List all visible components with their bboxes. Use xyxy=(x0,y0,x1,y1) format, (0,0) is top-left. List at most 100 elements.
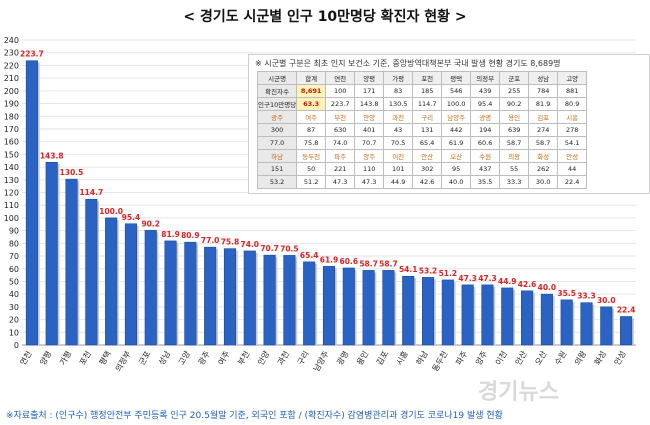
data-label: 54.1 xyxy=(399,265,418,274)
y-tick-label: 10 xyxy=(9,328,19,337)
summary-table-cell: 300 xyxy=(256,123,298,137)
summary-table-cell: 101 xyxy=(383,162,414,176)
summary-table-cell: 53.2 xyxy=(256,175,298,189)
bar xyxy=(85,198,98,346)
summary-table-cell: 90.2 xyxy=(499,97,530,111)
y-tick-label: 220 xyxy=(4,61,19,70)
summary-table-cell: 파주 xyxy=(325,149,356,163)
x-tick-label: 파주 xyxy=(454,350,469,367)
bar xyxy=(184,241,197,346)
x-tick-label: 부천 xyxy=(235,349,251,367)
summary-table-cell: 50 xyxy=(296,162,327,176)
x-tick-label: 동두천 xyxy=(430,349,450,373)
summary-table-cell: 274 xyxy=(528,123,559,137)
summary-table-cell: 남양주 xyxy=(441,110,472,124)
bar xyxy=(481,284,494,346)
y-tick-label: 170 xyxy=(4,125,19,134)
summary-table-cell: 262 xyxy=(528,162,559,176)
summary-table-cell: 이천 xyxy=(383,149,414,163)
summary-table-cell: 63.3 xyxy=(296,97,327,111)
x-tick-label: 광명 xyxy=(335,349,351,367)
x-tick-label: 이천 xyxy=(493,349,509,367)
summary-table-cell: 동두천 xyxy=(296,149,327,163)
summary-table-cell: 51.2 xyxy=(296,175,327,189)
summary-table-cell: 시흥 xyxy=(557,110,588,124)
bar xyxy=(560,299,573,346)
bar xyxy=(342,267,355,346)
summary-table-cell: 58.7 xyxy=(499,136,530,150)
summary-table-cell: 고양 xyxy=(557,71,588,85)
x-tick-label: 양평 xyxy=(37,349,53,367)
y-tick-label: 190 xyxy=(4,100,19,109)
y-tick-label: 200 xyxy=(4,87,19,96)
summary-table-cell: 연천 xyxy=(325,71,356,85)
summary-table-cell: 439 xyxy=(470,84,501,98)
summary-table-row: 77.0 75.8 74.0 70.7 70.5 65.4 61.9 60.6 58.7 58.7… xyxy=(256,136,588,150)
data-label: 44.9 xyxy=(498,277,517,286)
bar xyxy=(164,240,177,346)
summary-table-cell: 인구10만명당 xyxy=(256,97,298,111)
summary-table-cell: 47.3 xyxy=(325,175,356,189)
bar xyxy=(204,246,217,346)
summary-table-cell: 의정부 xyxy=(470,71,501,85)
y-tick-label: 150 xyxy=(4,150,19,159)
bar xyxy=(441,279,454,346)
x-tick-label: 구리 xyxy=(296,350,311,367)
data-label: 95.4 xyxy=(122,213,141,222)
summary-table-cell: 130.5 xyxy=(383,97,414,111)
x-tick-label: 김포 xyxy=(374,349,390,367)
summary-table: 시군명 합계 연천 양평 가평 포천 평택 의정부 군포 성남 고양 확진자수 8,691 100 171 8… xyxy=(256,71,588,189)
summary-table-cell: 과천 xyxy=(383,110,414,124)
y-tick-label: 60 xyxy=(9,265,19,274)
summary-table-cell: 성남 xyxy=(528,71,559,85)
bar xyxy=(382,270,395,346)
watermark-logo: 경기뉴스 xyxy=(478,380,559,405)
summary-table-cell: 하남 xyxy=(256,149,298,163)
data-label: 90.2 xyxy=(141,219,160,228)
x-tick-label: 안성 xyxy=(612,349,628,367)
summary-table-cell: 부천 xyxy=(325,110,356,124)
summary-table-row: 하남 동두천 파주 양주 이천 안산 오산 수원 의왕 화성 안성 xyxy=(256,149,588,163)
summary-table-cell: 83 xyxy=(383,84,414,98)
data-label: 58.7 xyxy=(359,259,378,268)
summary-table-cell: 55 xyxy=(499,162,530,176)
data-label: 60.6 xyxy=(340,257,359,266)
summary-table-cell: 구리 xyxy=(412,110,443,124)
bar xyxy=(25,60,38,346)
x-tick-label: 광주 xyxy=(196,349,212,367)
chart-title: < 경기도 시군별 인구 10만명당 확진자 현황 > xyxy=(183,9,467,25)
y-tick-label: 140 xyxy=(4,163,19,172)
summary-table-cell: 87 xyxy=(296,123,327,137)
y-tick-label: 30 xyxy=(9,303,19,312)
bar xyxy=(65,178,78,346)
x-tick-label: 안산 xyxy=(513,348,529,366)
data-label: 53.2 xyxy=(419,266,438,275)
x-tick-label: 용인 xyxy=(354,349,370,367)
bar xyxy=(144,230,157,346)
summary-table-cell: 74.0 xyxy=(325,136,356,150)
summary-table-cell: 안성 xyxy=(557,149,588,163)
y-tick-label: 110 xyxy=(4,201,19,210)
summary-table-cell: 44.9 xyxy=(383,175,414,189)
bar xyxy=(421,277,435,346)
bar xyxy=(303,261,316,346)
summary-table-cell: 광주 xyxy=(256,110,298,124)
y-tick-label: 120 xyxy=(4,189,19,198)
y-tick-label: 90 xyxy=(9,227,19,236)
y-tick-label: 180 xyxy=(4,112,19,121)
summary-table-row: 확진자수 8,691 100 171 83 185 546 439 255 784 881 xyxy=(256,84,588,98)
summary-table-cell: 437 xyxy=(470,162,501,176)
x-tick-label: 하남 xyxy=(414,348,430,366)
data-label: 114.7 xyxy=(79,188,103,197)
summary-table-cell: 안양 xyxy=(354,110,385,124)
summary-table-cell: 안산 xyxy=(412,149,443,163)
summary-table-cell: 401 xyxy=(354,123,385,137)
data-label: 65.4 xyxy=(300,251,319,260)
summary-table-row: 시군명 합계 연천 양평 가평 포천 평택 의정부 군포 성남 고양 xyxy=(256,71,588,85)
bar xyxy=(600,306,613,346)
summary-table-cell: 223.7 xyxy=(325,97,356,111)
data-label: 35.5 xyxy=(557,289,576,298)
summary-table-cell: 오산 xyxy=(441,149,472,163)
x-tick-label: 남양주 xyxy=(312,350,331,374)
